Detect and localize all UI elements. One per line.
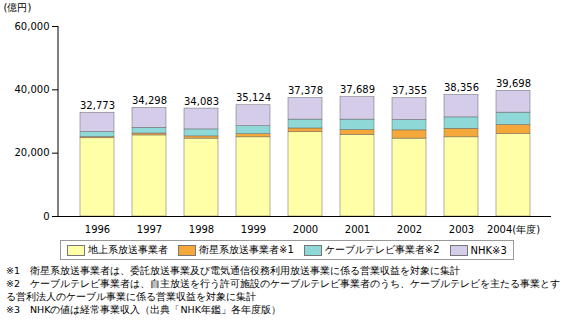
html-text:地上系放送事業者: 地上系放送事業者 (88, 244, 168, 255)
svg-text:39,698: 39,698 (496, 78, 531, 89)
svg-text:37,355: 37,355 (392, 85, 427, 96)
svg-text:2001: 2001 (345, 224, 370, 235)
svg-text:37,378: 37,378 (288, 85, 323, 96)
svg-text:2002: 2002 (397, 224, 422, 235)
html-text:※2 ケーブルテレビ事業者は、自主放送を行う許可施設のケーブ: ※2 ケーブルテレビ事業者は、自主放送を行う許可施設のケーブルテレビ事業者のうち… (6, 278, 560, 302)
html-text:衛星系放送事業者※1: 衛星系放送事業者※1 (199, 244, 294, 255)
svg-text:(億円): (億円) (4, 2, 32, 13)
svg-text:1998: 1998 (189, 224, 214, 235)
svg-text:38,356: 38,356 (444, 82, 479, 93)
svg-text:20,000: 20,000 (15, 147, 50, 158)
svg-text:1999: 1999 (241, 224, 266, 235)
svg-text:0: 0 (43, 211, 49, 222)
svg-text:60,000: 60,000 (15, 21, 50, 32)
svg-text:32,773: 32,773 (80, 100, 115, 111)
svg-text:34,298: 34,298 (132, 95, 167, 106)
svg-text:2004(年度): 2004(年度) (487, 224, 540, 235)
svg-text:2003: 2003 (449, 224, 474, 235)
svg-text:1996: 1996 (85, 224, 110, 235)
svg-text:35,124: 35,124 (236, 92, 271, 103)
html-text:※3 NHKの値は経常事業収入（出典「NHK年鑑」各年度版）: ※3 NHKの値は経常事業収入（出典「NHK年鑑」各年度版） (6, 304, 281, 315)
svg-text:2000: 2000 (293, 224, 318, 235)
svg-text:37,689: 37,689 (340, 84, 375, 95)
html-text:NHK※3: NHK※3 (470, 244, 507, 256)
html-text:※1 衛星系放送事業者は、委託放送事業及び電気通信役務利用放: ※1 衛星系放送事業者は、委託放送事業及び電気通信役務利用放送事業に係る営業収益… (6, 265, 460, 276)
html-text:ケーブルテレビ事業者※2: ケーブルテレビ事業者※2 (324, 244, 440, 255)
svg-text:1997: 1997 (137, 224, 162, 235)
svg-text:34,083: 34,083 (184, 96, 219, 107)
svg-text:40,000: 40,000 (15, 84, 50, 95)
